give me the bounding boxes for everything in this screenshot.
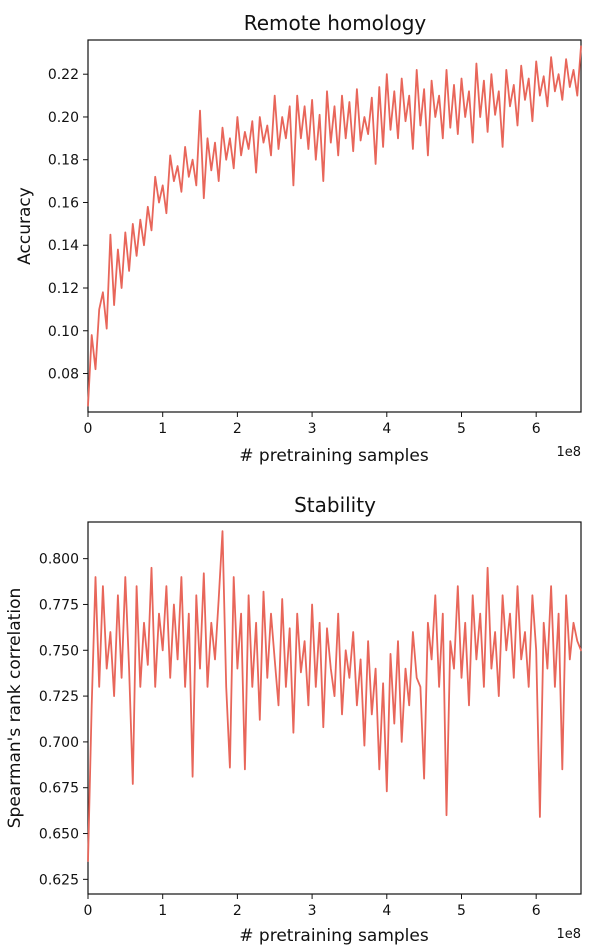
y-tick-label: 0.22: [48, 67, 79, 83]
y-tick-label: 0.650: [39, 827, 79, 843]
x-tick-label: 2: [233, 903, 242, 919]
y-tick-label: 0.20: [48, 110, 79, 126]
x-tick-label: 4: [382, 903, 391, 919]
x-axis-label: # pretraining samples: [239, 926, 429, 946]
y-axis-label: Spearman's rank correlation: [5, 588, 25, 828]
x-tick-label: 5: [457, 421, 466, 437]
x-tick-label: 5: [457, 903, 466, 919]
chart-remote-homology: Remote homology 0 1 2 3 4 5 6 0.08 0.10 0.12 0.14…: [15, 11, 582, 466]
series-group: [87, 530, 582, 862]
y-tick-label: 0.08: [48, 367, 79, 383]
y-tick-label: 0.800: [39, 552, 79, 568]
y-axis-ticks: 0.625 0.650 0.675 0.700 0.725 0.750 0.775 0.800: [39, 552, 88, 888]
y-tick-label: 0.18: [48, 153, 79, 169]
y-tick-label: 0.725: [39, 689, 79, 705]
plot-area-frame: [87, 521, 582, 895]
y-tick-label: 0.625: [39, 872, 79, 888]
y-axis-ticks: 0.08 0.10 0.12 0.14 0.16 0.18 0.20 0.22: [48, 67, 88, 383]
x-tick-label: 6: [532, 903, 541, 919]
y-tick-label: 0.10: [48, 324, 79, 340]
chart-title: Remote homology: [244, 11, 427, 35]
chart-title: Stability: [294, 493, 376, 517]
y-tick-label: 0.14: [48, 238, 79, 254]
x-tick-label: 4: [382, 421, 391, 437]
x-tick-label: 3: [308, 903, 317, 919]
y-tick-label: 0.775: [39, 597, 79, 613]
x-tick-label: 1: [158, 903, 167, 919]
y-axis-label: Accuracy: [15, 187, 35, 265]
x-tick-label: 0: [84, 421, 93, 437]
x-tick-label: 1: [158, 421, 167, 437]
x-axis-ticks: 0 1 2 3 4 5 6: [84, 412, 541, 437]
series-line: [87, 530, 582, 862]
y-tick-label: 0.700: [39, 735, 79, 751]
x-axis-offset-label: 1e8: [556, 927, 581, 942]
x-axis-label: # pretraining samples: [239, 446, 429, 466]
x-tick-label: 0: [84, 903, 93, 919]
x-tick-label: 3: [308, 421, 317, 437]
y-tick-label: 0.675: [39, 781, 79, 797]
series-group: [87, 45, 582, 407]
y-tick-label: 0.16: [48, 195, 79, 211]
y-tick-label: 0.12: [48, 281, 79, 297]
y-tick-label: 0.750: [39, 643, 79, 659]
x-tick-label: 2: [233, 421, 242, 437]
x-tick-label: 6: [532, 421, 541, 437]
x-axis-offset-label: 1e8: [556, 445, 581, 460]
x-axis-ticks: 0 1 2 3 4 5 6: [84, 894, 541, 919]
plot-area-frame: [87, 39, 582, 413]
series-line: [87, 45, 582, 407]
